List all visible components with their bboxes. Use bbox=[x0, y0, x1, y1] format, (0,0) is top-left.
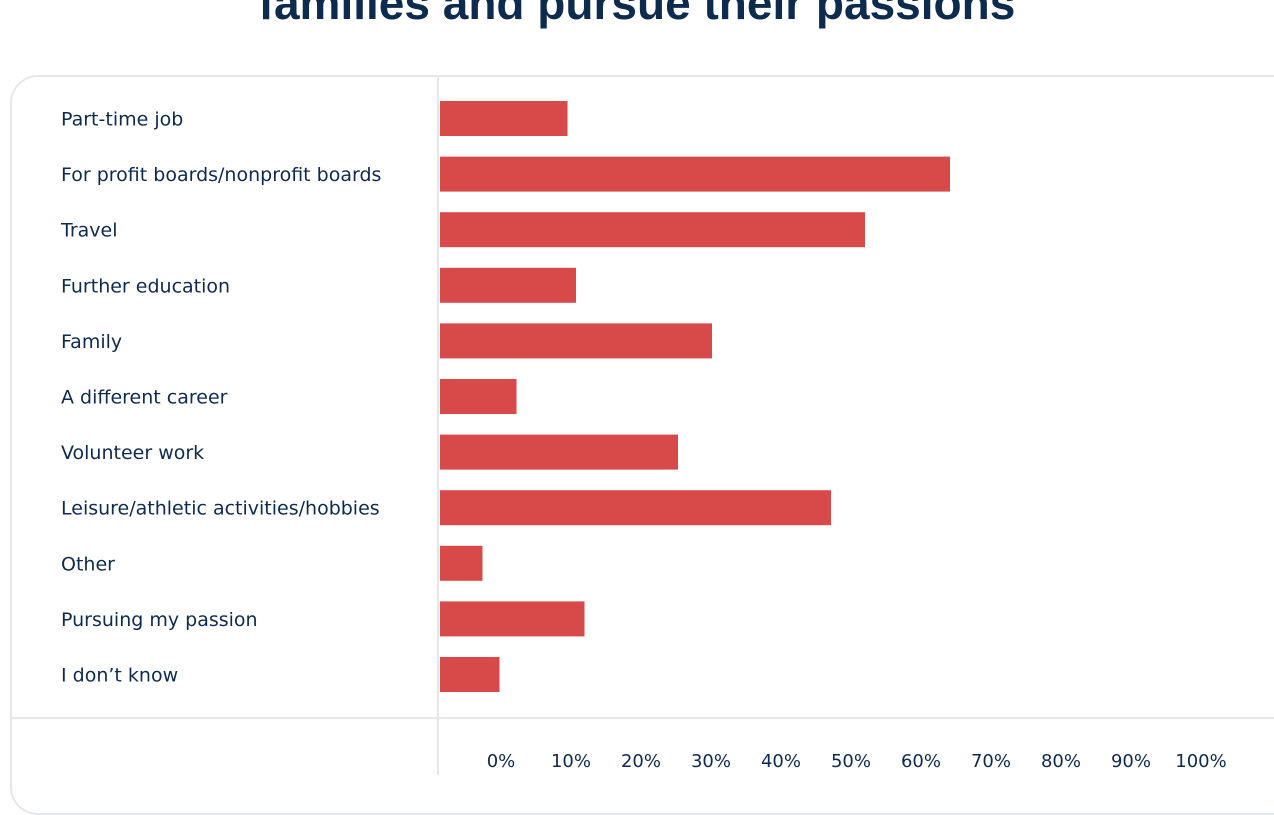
x-tick-label: 90% bbox=[1111, 751, 1151, 770]
category-label: For profit boards/nonprofit boards bbox=[61, 164, 381, 186]
x-tick-label: 30% bbox=[691, 751, 731, 770]
x-tick-label: 60% bbox=[901, 751, 941, 770]
category-label: I don’t know bbox=[61, 665, 178, 687]
bar bbox=[440, 323, 712, 359]
bar bbox=[440, 267, 576, 303]
category-label: A different career bbox=[61, 387, 228, 409]
category-label: Other bbox=[61, 553, 115, 575]
bar bbox=[440, 212, 865, 248]
category-label: Leisure/athletic activities/hobbies bbox=[61, 498, 380, 520]
bar bbox=[440, 490, 831, 526]
bar bbox=[440, 101, 568, 136]
chart-title: families and pursue their passions bbox=[258, 0, 1016, 29]
category-label: Pursuing my passion bbox=[61, 609, 258, 631]
bar bbox=[440, 601, 585, 637]
category-label: Volunteer work bbox=[61, 442, 204, 464]
category-label: Family bbox=[61, 331, 122, 353]
category-label: Travel bbox=[60, 220, 117, 242]
category-label: Part-time job bbox=[61, 109, 183, 131]
x-tick-label: 0% bbox=[487, 751, 516, 770]
bar bbox=[440, 156, 950, 192]
x-tick-label: 70% bbox=[971, 751, 1011, 770]
bar bbox=[440, 434, 678, 470]
axis-divider-horizontal bbox=[10, 717, 1274, 719]
x-tick-label: 10% bbox=[551, 751, 591, 770]
x-tick-label: 40% bbox=[761, 751, 801, 770]
bar bbox=[440, 379, 517, 414]
x-tick-label: 80% bbox=[1041, 751, 1081, 770]
bar-chart: Part-time job For profit boards/nonprofit… bbox=[60, 101, 1227, 770]
x-tick-label: 50% bbox=[831, 751, 871, 770]
bar bbox=[440, 657, 500, 692]
category-label: Further education bbox=[61, 275, 230, 297]
bar bbox=[440, 545, 483, 581]
x-tick-label: 100% bbox=[1175, 751, 1226, 770]
axis-divider-vertical bbox=[437, 75, 439, 775]
x-tick-label: 20% bbox=[621, 751, 661, 770]
